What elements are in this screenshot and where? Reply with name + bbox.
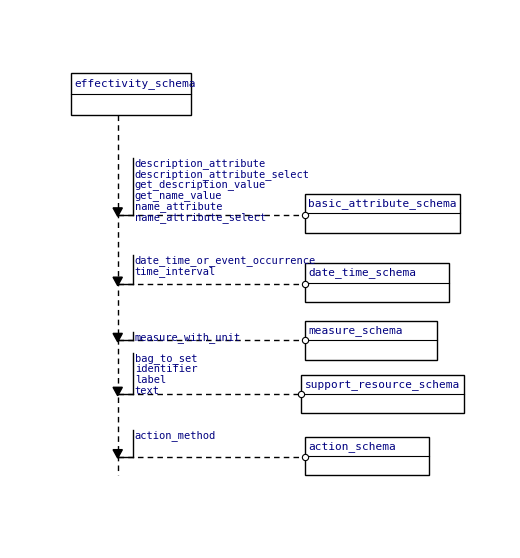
- Text: identifier: identifier: [135, 364, 197, 374]
- Text: bag_to_set: bag_to_set: [135, 353, 197, 364]
- Bar: [302, 375, 464, 413]
- Polygon shape: [113, 208, 122, 217]
- Text: get_description_value: get_description_value: [135, 179, 266, 190]
- Text: text: text: [135, 386, 160, 396]
- Text: get_name_value: get_name_value: [135, 190, 222, 201]
- Text: measure_with_unit: measure_with_unit: [135, 332, 241, 343]
- Polygon shape: [113, 277, 122, 286]
- Text: label: label: [135, 375, 166, 385]
- Polygon shape: [113, 387, 122, 396]
- Polygon shape: [113, 450, 122, 458]
- Text: action_schema: action_schema: [308, 441, 396, 451]
- Text: description_attribute_select: description_attribute_select: [135, 169, 310, 180]
- Text: description_attribute: description_attribute: [135, 158, 266, 169]
- Bar: [305, 436, 429, 475]
- Text: effectivity_schema: effectivity_schema: [74, 78, 196, 89]
- Text: time_interval: time_interval: [135, 266, 216, 277]
- Text: date_time_schema: date_time_schema: [308, 267, 417, 278]
- Polygon shape: [113, 333, 122, 342]
- Text: action_method: action_method: [135, 430, 216, 441]
- Bar: [305, 263, 449, 302]
- Text: basic_attribute_schema: basic_attribute_schema: [308, 198, 457, 209]
- Text: name_attribute: name_attribute: [135, 201, 222, 212]
- Text: measure_schema: measure_schema: [308, 325, 403, 336]
- Text: name_attribute_select: name_attribute_select: [135, 211, 266, 223]
- Bar: [305, 194, 460, 233]
- Bar: [71, 73, 191, 116]
- Text: support_resource_schema: support_resource_schema: [305, 379, 460, 390]
- Text: date_time_or_event_occurrence: date_time_or_event_occurrence: [135, 255, 316, 266]
- Bar: [305, 321, 437, 359]
